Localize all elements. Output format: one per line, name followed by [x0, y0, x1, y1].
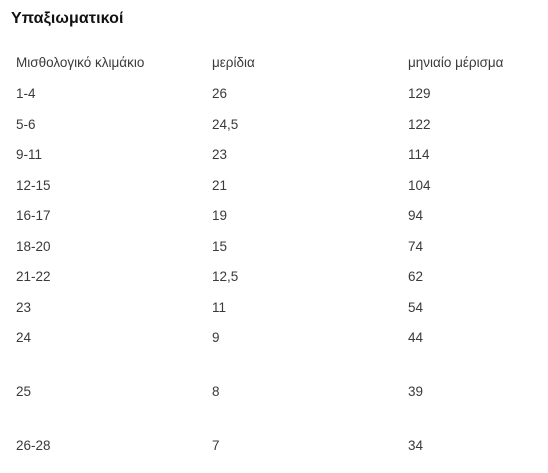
salary-table: Μισθολογικό κλιμάκιο μερίδια μηνιαίο μέρ… [0, 47, 548, 461]
pay-grade-cell: 21-22 [16, 269, 51, 284]
table-row: 16-17 19 94 [0, 200, 548, 231]
table-row: 26-28 7 34 [0, 430, 548, 461]
monthly-dividend-cell: 114 [408, 147, 430, 162]
column-header-pay-grade: Μισθολογικό κλιμάκιο [16, 55, 145, 70]
monthly-dividend-cell: 39 [408, 384, 424, 399]
table-row: 24 9 44 [0, 322, 548, 376]
table-row: 9-11 23 114 [0, 139, 548, 170]
table-row: 12-15 21 104 [0, 170, 548, 201]
shares-cell: 7 [212, 438, 220, 453]
pay-grade-cell: 5-6 [16, 116, 36, 132]
table-row: 25 8 39 [0, 376, 548, 430]
monthly-dividend-cell: 122 [408, 116, 431, 132]
shares-cell: 23 [212, 147, 228, 162]
pay-grade-cell: 24 [16, 330, 32, 345]
column-header-shares: μερίδια [212, 55, 255, 70]
pay-grade-cell: 25 [16, 384, 32, 399]
shares-cell: 19 [212, 208, 228, 223]
monthly-dividend-cell: 129 [408, 86, 431, 101]
monthly-dividend-cell: 54 [408, 299, 424, 315]
shares-cell: 15 [212, 238, 228, 254]
pay-grade-cell: 23 [16, 299, 32, 315]
pay-grade-cell: 16-17 [16, 208, 51, 223]
shares-cell: 26 [212, 86, 228, 101]
monthly-dividend-cell: 94 [408, 208, 424, 223]
pay-grade-cell: 9-11 [16, 147, 43, 162]
shares-cell: 8 [212, 384, 220, 399]
table-row: 5-6 24,5 122 [0, 109, 548, 140]
pay-grade-cell: 18-20 [16, 238, 51, 254]
monthly-dividend-cell: 62 [408, 269, 424, 284]
shares-cell: 11 [212, 299, 227, 315]
table-header-row: Μισθολογικό κλιμάκιο μερίδια μηνιαίο μέρ… [0, 47, 548, 78]
page-title: Υπαξιωματικοί [11, 10, 124, 27]
table-row: 23 11 54 [0, 292, 548, 323]
table-row: 1-4 26 129 [0, 78, 548, 109]
monthly-dividend-cell: 74 [408, 238, 424, 254]
shares-cell: 24,5 [212, 116, 239, 132]
shares-cell: 12,5 [212, 269, 239, 284]
monthly-dividend-cell: 44 [408, 330, 424, 345]
monthly-dividend-cell: 104 [408, 177, 431, 193]
table-row: 21-22 12,5 62 [0, 261, 548, 292]
pay-grade-cell: 26-28 [16, 438, 51, 453]
monthly-dividend-cell: 34 [408, 438, 424, 453]
shares-cell: 21 [212, 177, 228, 193]
table-row: 18-20 15 74 [0, 231, 548, 262]
column-header-monthly-dividend: μηνιαίο μέρισμα [408, 55, 504, 70]
pay-grade-cell: 12-15 [16, 177, 51, 193]
pay-grade-cell: 1-4 [16, 86, 36, 101]
shares-cell: 9 [212, 330, 220, 345]
